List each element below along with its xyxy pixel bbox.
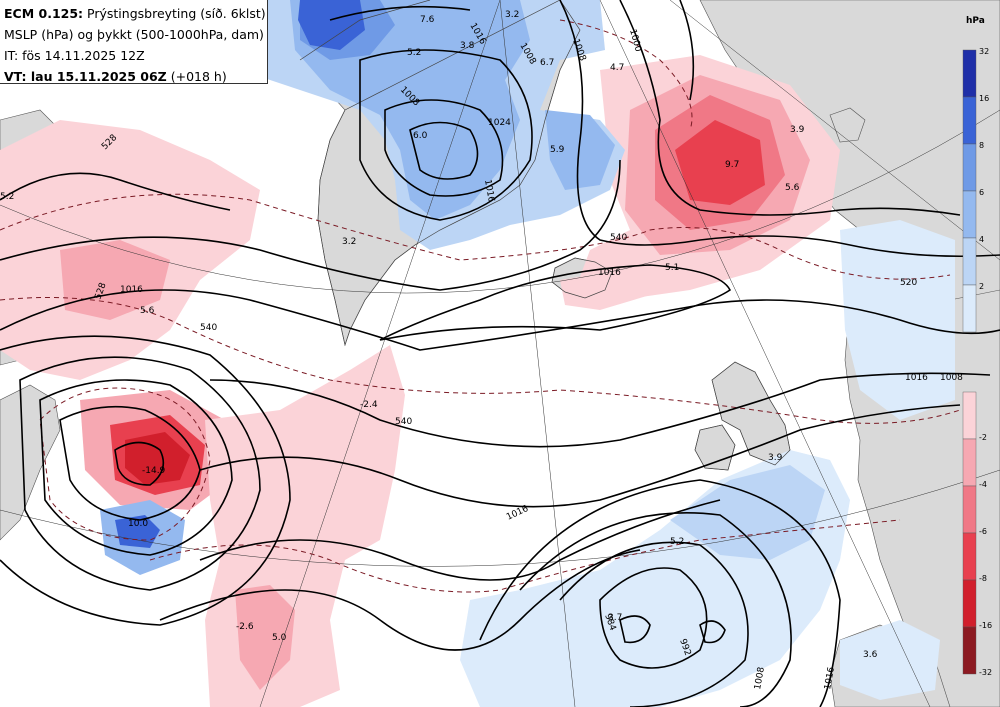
tendency-label: 9.7 bbox=[725, 160, 739, 170]
fall-swatch bbox=[962, 438, 977, 487]
fall-swatch bbox=[962, 391, 977, 440]
legend-unit: hPa bbox=[966, 16, 985, 26]
thickness-label: 540 bbox=[395, 417, 412, 427]
map-info-panel: ECM 0.125: Prýstingsbreyting (síð. 6klst… bbox=[0, 0, 268, 84]
pressure-rise-shading bbox=[100, 0, 955, 707]
tendency-label: 6.7 bbox=[540, 58, 554, 68]
rise-legend-label: 6 bbox=[979, 188, 985, 197]
isobar-label: 1016 bbox=[482, 179, 496, 204]
isobar-label: 1024 bbox=[488, 118, 511, 128]
thickness-label: 540 bbox=[610, 233, 627, 243]
rise-legend-label: 4 bbox=[979, 235, 985, 244]
fall-swatch bbox=[962, 485, 977, 534]
rise-swatch bbox=[962, 49, 977, 98]
tendency-label: 5.1 bbox=[665, 263, 679, 273]
tendency-label: 3.6 bbox=[863, 650, 878, 660]
tendency-label: 3.2 bbox=[505, 10, 519, 20]
fall-legend-label: -2 bbox=[979, 433, 987, 442]
isobar-label: 1008 bbox=[940, 373, 963, 383]
rise-legend-label: 2 bbox=[979, 282, 985, 291]
field-name: Prýstingsbreyting (síð. 6klst) bbox=[87, 6, 266, 21]
fall-swatch bbox=[962, 579, 977, 628]
fall-swatch bbox=[962, 532, 977, 581]
fall-legend-label: -16 bbox=[979, 621, 993, 630]
rise-area-below-low-core bbox=[115, 515, 160, 548]
tendency-label: 3.7 bbox=[608, 613, 622, 623]
meridian-1 bbox=[259, 0, 501, 707]
forecast-offset: (+018 h) bbox=[170, 69, 227, 84]
rise-legend-label: 16 bbox=[979, 94, 990, 103]
field-subtitle: MSLP (hPa) og þykkt (500-1000hPa, dam) bbox=[4, 27, 264, 42]
init-time: IT: fös 14.11.2025 12Z bbox=[4, 48, 145, 63]
fall-legend-label: -6 bbox=[979, 527, 987, 536]
tendency-label: 5.6 bbox=[785, 183, 800, 193]
tendency-label: 5.6 bbox=[140, 306, 155, 316]
tendency-label: -2.6 bbox=[236, 622, 254, 632]
fall-area-low-core bbox=[125, 432, 190, 485]
latitude-circle-1 bbox=[0, 109, 1000, 294]
tendency-label: 7.6 bbox=[420, 15, 435, 25]
rise-legend-label: 32 bbox=[979, 47, 990, 56]
rise-area-south-atlantic-inner bbox=[670, 465, 825, 560]
fall-legend-label: -8 bbox=[979, 574, 987, 583]
isobar-label: 1016 bbox=[905, 373, 928, 383]
fall-area-atlantic-band-inner bbox=[235, 585, 295, 690]
isobar-label: 1016 bbox=[120, 285, 143, 295]
rise-swatch bbox=[962, 190, 977, 239]
tendency-label: 6.0 bbox=[413, 131, 428, 141]
tendency-label: 5.0 bbox=[272, 633, 287, 643]
thickness-label: 540 bbox=[200, 323, 217, 333]
thickness-contours bbox=[0, 19, 961, 593]
map-labels: 1016 1016 1016 1016 1016 1024 1008 1000 … bbox=[0, 10, 963, 691]
svalbard-landmass bbox=[829, 107, 866, 143]
thickness-label: 520 bbox=[900, 278, 917, 288]
tendency-label: 5.2 bbox=[0, 192, 14, 202]
tendency-label: 3.9 bbox=[790, 125, 805, 135]
fall-swatch bbox=[962, 626, 977, 675]
meridian-2 bbox=[499, 0, 576, 707]
isobar-label: 1008 bbox=[753, 666, 767, 691]
latitude-circle-2 bbox=[0, 469, 1000, 567]
tendency-label: 3.9 bbox=[768, 453, 783, 463]
meridian-4 bbox=[669, 0, 1000, 261]
tendency-label: 3.2 bbox=[342, 237, 356, 247]
tendency-label: 5.9 bbox=[550, 145, 565, 155]
rise-area-biscay bbox=[840, 620, 940, 700]
model-name: ECM 0.125: bbox=[4, 6, 84, 21]
fall-legend-label: -32 bbox=[979, 668, 993, 677]
tendency-label: 3.8 bbox=[460, 41, 475, 51]
rise-swatch bbox=[962, 237, 977, 286]
pressure-fall-shading bbox=[0, 55, 840, 707]
rise-swatch bbox=[962, 143, 977, 192]
valid-time: VT: lau 15.11.2025 06Z bbox=[4, 69, 167, 84]
tendency-label: -14.9 bbox=[142, 466, 166, 476]
rise-swatch bbox=[962, 284, 977, 333]
rise-area-east-greenland bbox=[545, 110, 615, 190]
meridian-3 bbox=[599, 0, 931, 707]
isobar-label: 1016 bbox=[823, 666, 837, 691]
tendency-label: -2.4 bbox=[360, 400, 378, 410]
colorbar-legend bbox=[962, 49, 977, 675]
rise-legend-label: 8 bbox=[979, 141, 985, 150]
rise-area-greenland-core bbox=[298, 0, 365, 50]
tendency-label: 5.2 bbox=[670, 537, 684, 547]
tendency-label: 10.0 bbox=[128, 519, 148, 529]
rise-swatch bbox=[962, 96, 977, 145]
tendency-label: 4.7 bbox=[610, 63, 624, 73]
labrador-landmass bbox=[0, 384, 61, 541]
tendency-label: 5.2 bbox=[407, 48, 421, 58]
fall-area-norwegian-sea-core bbox=[675, 120, 765, 205]
fall-area-labrador-sea-inner bbox=[60, 240, 170, 320]
fall-legend-label: -4 bbox=[979, 480, 987, 489]
isobar-label: 1016 bbox=[598, 268, 621, 278]
